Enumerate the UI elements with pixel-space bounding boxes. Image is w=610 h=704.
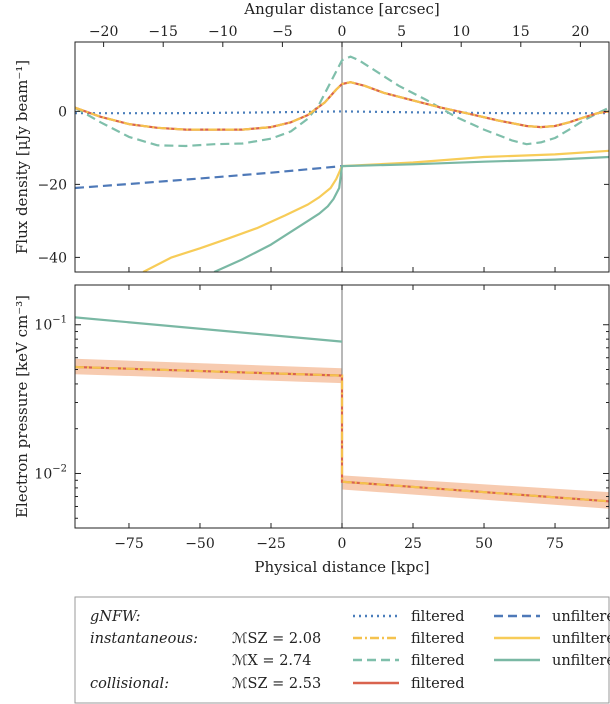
x-axis-title: Physical distance [kpc] bbox=[254, 558, 429, 576]
bottom-panel-plot bbox=[75, 285, 609, 528]
y-tick-label: 0 bbox=[58, 104, 67, 120]
legend-mach-number: ℳSZ = 2.08 bbox=[232, 631, 321, 647]
x-tick-label: 25 bbox=[404, 536, 422, 552]
top-y-axis-title: Flux density [μJy beam⁻¹] bbox=[13, 60, 31, 254]
series-coll_unfiltered bbox=[75, 316, 343, 343]
x-tick-label: −75 bbox=[114, 536, 144, 552]
legend-entry: filtered bbox=[411, 609, 465, 625]
legend-entry: filtered bbox=[411, 631, 465, 647]
top-axis-title: Angular distance [arcsec] bbox=[243, 0, 439, 18]
bottom-y-axis-title: Electron pressure [keV cm⁻³] bbox=[13, 295, 31, 518]
x-tick-label: −25 bbox=[256, 536, 286, 552]
top-axis-tick-label: 0 bbox=[338, 24, 347, 40]
series-coll_unfiltered bbox=[213, 155, 609, 272]
series-inst_unfiltered bbox=[142, 149, 609, 272]
legend-group-label: gNFW: bbox=[90, 609, 141, 625]
top-axis-tick-label: −5 bbox=[272, 24, 293, 40]
series-inst_msz_filtered bbox=[75, 81, 609, 131]
x-tick-label: −50 bbox=[185, 536, 215, 552]
y-tick-label: −40 bbox=[37, 250, 67, 266]
top-axis-tick-label: 10 bbox=[452, 24, 470, 40]
top-axis-tick-label: −15 bbox=[148, 24, 178, 40]
legend-entry: unfiltered bbox=[552, 609, 610, 625]
legend-group-label: instantaneous: bbox=[90, 631, 198, 647]
x-tick-label: 75 bbox=[546, 536, 564, 552]
top-axis-tick-label: 20 bbox=[571, 24, 589, 40]
series-gnfw_unfiltered bbox=[75, 165, 343, 190]
y-tick-label: −20 bbox=[37, 177, 67, 193]
legend-entry: filtered bbox=[411, 676, 465, 692]
top-panel-plot bbox=[75, 42, 609, 272]
legend-mach-number: ℳSZ = 2.53 bbox=[232, 676, 321, 692]
top-axis-tick-label: 15 bbox=[512, 24, 530, 40]
x-tick-label: 50 bbox=[475, 536, 493, 552]
legend-entry: unfiltered bbox=[552, 631, 610, 647]
x-tick-label: 0 bbox=[338, 536, 347, 552]
series-gnfw_filtered bbox=[75, 110, 609, 115]
legend-frame bbox=[74, 596, 610, 704]
legend-entry: filtered bbox=[411, 653, 465, 669]
y-tick-label: 10−2 bbox=[34, 463, 67, 482]
y-tick-label: 10−1 bbox=[34, 315, 67, 334]
series-coll_filtered bbox=[75, 365, 609, 503]
series-inst_mx_filtered bbox=[75, 55, 609, 148]
legend-mach-number: ℳX = 2.74 bbox=[232, 653, 311, 669]
top-axis-tick-label: 5 bbox=[397, 24, 406, 40]
top-axis-tick-label: −20 bbox=[89, 24, 119, 40]
legend-entry: unfiltered bbox=[552, 653, 610, 669]
legend-group-label: collisional: bbox=[90, 676, 169, 692]
top-axis-tick-label: −10 bbox=[208, 24, 238, 40]
legend: gNFW: filtered unfiltered instantaneous: ℳSZ… bbox=[74, 596, 610, 704]
